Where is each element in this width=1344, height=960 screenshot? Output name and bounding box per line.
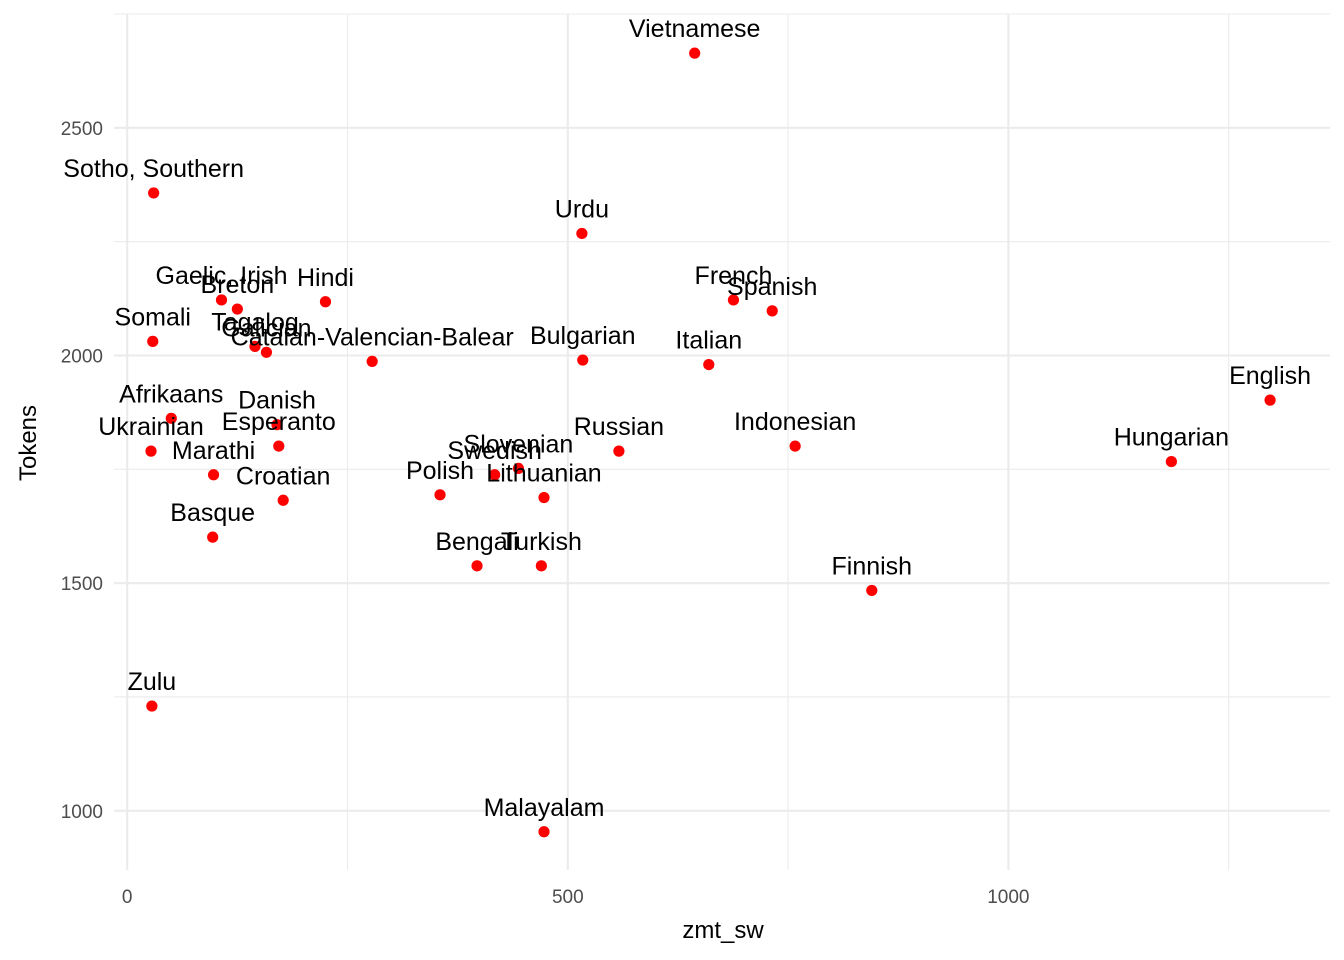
data-point	[613, 445, 625, 457]
data-point	[538, 491, 550, 504]
point-label: French	[695, 262, 773, 290]
point-label: Bengali	[435, 528, 518, 556]
point-label: Lithuanian	[486, 460, 601, 488]
point-labels: Vietnamese Sotho, Southern Urdu Gaelic, Iri…	[63, 15, 1311, 822]
point-label: Indonesian	[734, 408, 856, 436]
point-label: Sotho, Southern	[63, 155, 244, 183]
data-point	[148, 187, 160, 199]
point-label: Polish	[406, 457, 474, 485]
point-label: Slovenian	[464, 430, 574, 458]
point-label: Hungarian	[1114, 424, 1229, 452]
data-point	[271, 419, 283, 431]
data-point	[207, 469, 220, 481]
point-label: Catalan-Valencian-Balear	[231, 323, 514, 351]
point-label: Swedish	[447, 437, 542, 465]
data-point	[366, 355, 378, 368]
data-point	[215, 294, 228, 306]
data-points	[145, 47, 1276, 838]
point-label: Tagalog	[211, 308, 299, 336]
y-tick-label: 1000	[61, 802, 103, 823]
x-tick-label: 0	[122, 887, 133, 908]
data-point	[434, 489, 446, 501]
data-point	[260, 346, 273, 358]
data-point	[577, 354, 589, 366]
point-label: Italian	[675, 327, 742, 355]
data-point	[512, 462, 525, 475]
point-label: Turkish	[501, 528, 582, 556]
data-point	[703, 358, 715, 371]
data-point	[1165, 455, 1177, 468]
point-label: Somali	[115, 303, 191, 331]
point-label: Bulgarian	[530, 322, 636, 350]
x-axis-ticks: 0 500 1000	[122, 887, 1030, 908]
x-tick-label: 500	[552, 887, 584, 908]
data-point	[231, 303, 243, 315]
data-point	[249, 340, 261, 352]
point-label: Galician	[221, 314, 311, 342]
data-point	[489, 469, 501, 481]
point-label: Croatian	[236, 462, 331, 490]
point-label: Breton	[201, 271, 275, 299]
data-point	[789, 440, 801, 452]
y-axis-ticks: 1000 1500 2000 2500	[61, 119, 103, 823]
point-label: Malayalam	[484, 794, 605, 822]
data-point	[147, 335, 159, 347]
point-label: Danish	[238, 387, 316, 415]
x-tick-label: 1000	[987, 887, 1029, 908]
point-label: Afrikaans	[119, 380, 223, 408]
data-point	[727, 294, 740, 306]
data-point	[207, 531, 219, 543]
data-point	[766, 305, 778, 317]
point-label: Finnish	[832, 552, 913, 580]
data-point	[866, 584, 878, 597]
y-tick-label: 1500	[61, 574, 103, 595]
data-point	[535, 560, 547, 572]
point-label: Urdu	[555, 195, 609, 223]
y-tick-label: 2500	[61, 119, 103, 140]
data-point	[471, 560, 483, 572]
data-point	[538, 826, 550, 838]
y-tick-label: 2000	[61, 346, 103, 367]
y-axis-title: Tokens	[15, 405, 42, 481]
point-label: Gaelic, Irish	[156, 262, 288, 290]
data-point	[146, 700, 158, 712]
data-point	[1264, 394, 1276, 406]
data-point	[689, 47, 701, 59]
point-label: Basque	[170, 499, 255, 527]
point-label: Esperanto	[222, 408, 336, 436]
point-label: Marathi	[172, 437, 255, 465]
point-label: Ukrainian	[98, 413, 204, 441]
data-point	[319, 296, 332, 308]
point-label: Zulu	[128, 668, 177, 696]
data-point	[576, 227, 588, 240]
grid-lines	[114, 13, 1330, 870]
point-label: English	[1229, 362, 1311, 390]
data-point	[277, 494, 289, 506]
point-label: Spanish	[727, 273, 817, 301]
point-label: Hindi	[297, 264, 354, 292]
point-label: Russian	[574, 413, 664, 441]
x-axis-title: zmt_sw	[682, 917, 764, 944]
point-label: Vietnamese	[629, 15, 761, 43]
data-point	[165, 412, 177, 424]
data-point	[145, 445, 157, 457]
data-point	[273, 440, 285, 452]
